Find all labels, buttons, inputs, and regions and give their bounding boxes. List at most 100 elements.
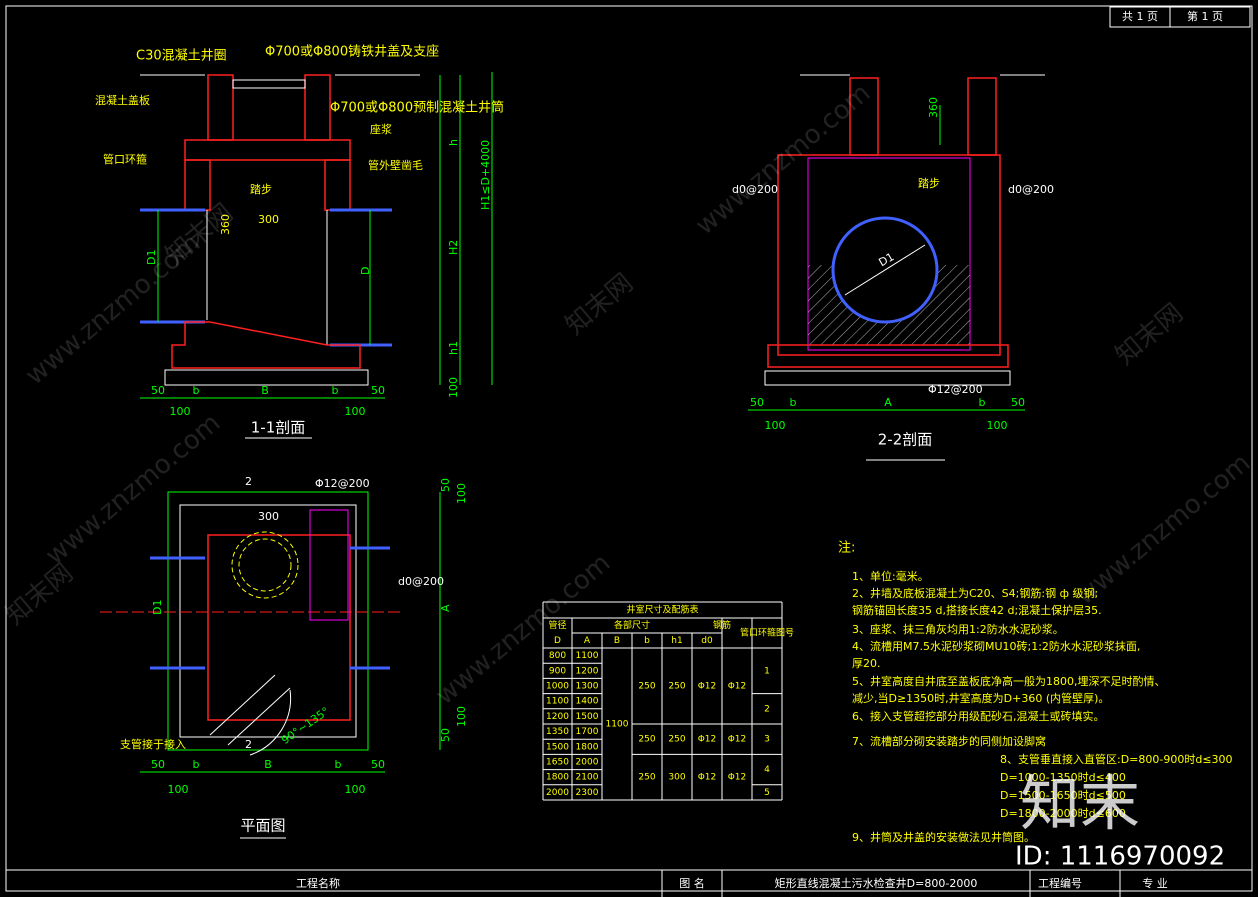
table-cell: Φ12 <box>728 735 747 745</box>
annotation: D <box>359 267 372 275</box>
page-number: 第 1 页 <box>1187 9 1223 23</box>
drawing-label: 图 名 <box>679 876 705 890</box>
view-label: 平面图 <box>240 817 285 835</box>
annotation: 300 <box>258 510 279 523</box>
table-cell: 1 <box>764 666 770 676</box>
dimension: B <box>261 384 269 397</box>
annotation: Φ700或Φ800铸铁井盖及支座 <box>265 44 439 60</box>
note-line: 钢筋锚固长度35 d,搭接长度42 d;混凝土保护层35. <box>852 603 1102 617</box>
plan-view <box>100 491 441 839</box>
table-header: 管径 <box>548 619 566 631</box>
annotation: 50 <box>439 478 452 492</box>
annotation: 踏步 <box>250 182 272 196</box>
table-cell: Φ12 <box>728 773 747 783</box>
annotation: 座浆 <box>370 122 392 136</box>
table-cell: 2 <box>764 704 770 714</box>
dimension: 50 <box>371 758 385 771</box>
note-line: D=1000-1350时d≤400 <box>1000 771 1126 784</box>
annotation: 100 <box>455 483 468 504</box>
annotation: 管口环箍 <box>103 152 147 166</box>
section-2-2 <box>748 74 1045 461</box>
discipline-label: 专 业 <box>1142 876 1168 890</box>
annotation: 混凝土盖板 <box>95 93 150 107</box>
table-cell: 250 <box>638 735 655 745</box>
annotation: 支管接于接入 <box>120 737 186 751</box>
table-subheader: d0 <box>701 636 713 646</box>
dimension: 100 <box>168 783 189 796</box>
dimension: b <box>193 758 200 771</box>
dimension: 50 <box>750 396 764 409</box>
annotation: Φ700或Φ800预制混凝土井筒 <box>330 100 504 116</box>
annotation: h <box>447 139 460 146</box>
annotation: D1 <box>151 600 164 615</box>
note-line: 8、支管垂直接入直管区:D=800-900时d≤300 <box>1000 752 1233 766</box>
table-title: 井室尺寸及配筋表 <box>626 604 698 616</box>
table-cell: 1800 <box>576 742 599 752</box>
dimension: b <box>332 384 339 397</box>
annotation: H1≤D+4000 <box>479 140 492 210</box>
note-line: 6、接入支管超挖部分用级配砂石,混凝土或砖填实。 <box>852 709 1105 723</box>
annotation: 360 <box>219 214 232 235</box>
table-subheader: b <box>644 636 650 646</box>
section-label: 2-2剖面 <box>878 431 933 449</box>
annotation: D1 <box>145 250 158 265</box>
dimension: 100 <box>345 405 366 418</box>
annotation: Φ12@200 <box>928 383 983 396</box>
number-label: 工程编号 <box>1038 876 1082 890</box>
table-cell: 1500 <box>576 712 599 722</box>
note-line: 7、流槽部分砌安装踏步的同侧加设脚窝 <box>852 734 1046 748</box>
note-line: 5、井室高度自井底至盖板底净高一般为1800,埋深不足时酌情、 <box>852 674 1166 688</box>
annotation: 360 <box>927 97 940 118</box>
table-subheader: B <box>614 636 620 646</box>
dimension: b <box>979 396 986 409</box>
table-header: 钢筋 <box>713 619 731 631</box>
note-line: 1、单位:毫米。 <box>852 569 929 583</box>
table-cell: 250 <box>668 682 685 692</box>
table-cell: 250 <box>638 682 655 692</box>
annotation: d0@200 <box>732 183 778 196</box>
table-cell: 2000 <box>546 788 569 798</box>
table-cell: 2300 <box>576 788 599 798</box>
annotation: h1 <box>447 341 460 355</box>
table-subheader: A <box>584 636 591 646</box>
note-line: 4、流槽用M7.5水泥砂浆砌MU10砖;1:2防水水泥砂浆抹面, <box>852 639 1140 653</box>
frame <box>5 5 1253 892</box>
table-cell: 1400 <box>576 697 599 707</box>
annotation: 100 <box>447 377 460 398</box>
annotation: 2 <box>245 475 252 488</box>
annotation: C30混凝土井圈 <box>136 48 227 64</box>
table-cell: 800 <box>549 651 566 661</box>
annotation: 踏步 <box>918 176 940 190</box>
title-block: 共 1 页 第 1 页 <box>1109 6 1251 28</box>
notes: 注: 1、单位:毫米。2、井墙及底板混凝土为C20、S4;钢筋:钢 ф 级钢; … <box>838 541 1233 845</box>
table-header: 各部尺寸 <box>614 619 650 631</box>
drawing-title: 矩形直线混凝土污水检查井D=800-2000 <box>775 876 978 890</box>
table-cell: 2000 <box>576 758 599 768</box>
note-line: 3、座浆、抹三角灰均用1:2防水水泥砂浆。 <box>852 622 1064 636</box>
note-line: 厚20. <box>852 657 881 670</box>
section-1-1 <box>140 72 493 439</box>
dimension: 50 <box>1011 396 1025 409</box>
table-cell: 2100 <box>576 773 599 783</box>
table-cell: 1650 <box>546 758 569 768</box>
table-cell: 300 <box>668 773 685 783</box>
dimension: 50 <box>151 758 165 771</box>
table-subheader: h1 <box>671 636 682 646</box>
dimension: 100 <box>345 783 366 796</box>
table-cell: 3 <box>764 735 770 745</box>
page-total: 共 1 页 <box>1122 10 1158 23</box>
dimension: 100 <box>765 419 786 432</box>
note-line: D=1500-1650时d≤500 <box>1000 789 1126 802</box>
annotation: 300 <box>258 213 279 226</box>
table-cell: 1200 <box>576 666 599 676</box>
dimension: b <box>193 384 200 397</box>
watermark-logo: 知末 <box>1020 770 1140 840</box>
dimension: 50 <box>151 384 165 397</box>
table-cell: 1100 <box>576 651 599 661</box>
dimension: A <box>884 396 892 409</box>
table-cell: 1300 <box>576 682 599 692</box>
table-cell: 1100 <box>606 720 629 730</box>
